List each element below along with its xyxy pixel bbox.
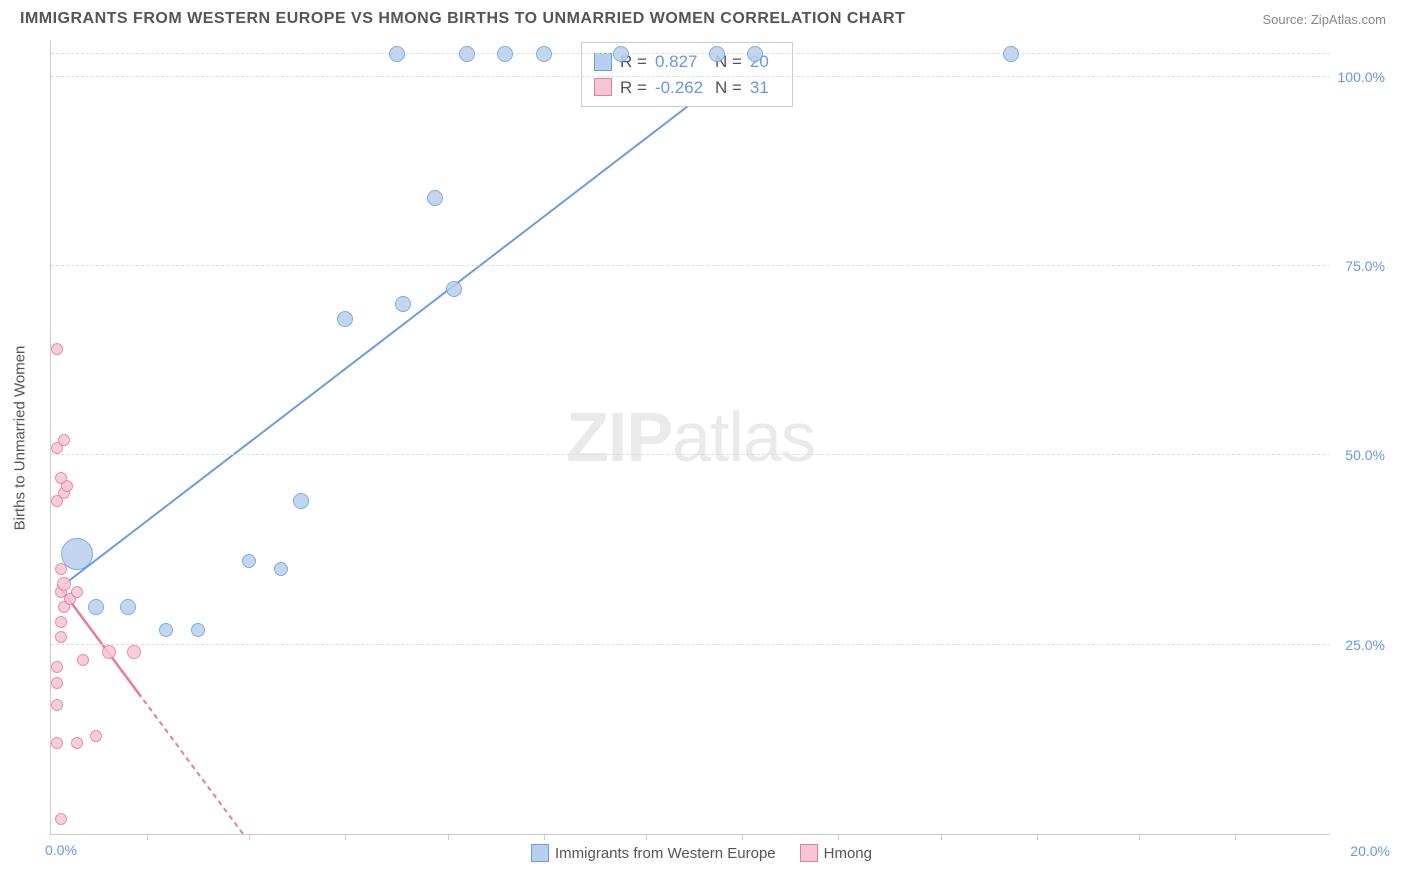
bottom-legend: Immigrants from Western Europe Hmong — [531, 844, 872, 862]
r-label-2: R = — [620, 75, 647, 101]
swatch-series-2 — [594, 78, 612, 96]
gridline-h — [51, 644, 1330, 645]
x-tick — [448, 834, 449, 840]
data-point — [127, 645, 141, 659]
data-point — [51, 737, 63, 749]
x-tick — [544, 834, 545, 840]
data-point — [1003, 46, 1019, 62]
x-tick — [646, 834, 647, 840]
y-tick-label: 50.0% — [1345, 447, 1385, 463]
data-point — [102, 645, 116, 659]
x-tick — [742, 834, 743, 840]
data-point — [293, 493, 309, 509]
x-end-label: 20.0% — [1350, 843, 1390, 859]
data-point — [55, 631, 67, 643]
n-label-2: N = — [715, 75, 742, 101]
y-tick-label: 75.0% — [1345, 258, 1385, 274]
data-point — [709, 46, 725, 62]
data-point — [51, 343, 63, 355]
plot-wrap: Births to Unmarried Women ZIPatlas R = 0… — [50, 40, 1390, 835]
x-tick — [1037, 834, 1038, 840]
data-point — [536, 46, 552, 62]
data-point — [191, 623, 205, 637]
data-point — [58, 434, 70, 446]
data-point — [51, 699, 63, 711]
data-point — [88, 599, 104, 615]
y-tick-label: 100.0% — [1338, 69, 1385, 85]
data-point — [389, 46, 405, 62]
data-point — [613, 46, 629, 62]
chart-title: IMMIGRANTS FROM WESTERN EUROPE VS HMONG … — [20, 10, 905, 28]
x-tick — [345, 834, 346, 840]
data-point — [51, 677, 63, 689]
data-point — [71, 586, 83, 598]
watermark: ZIPatlas — [566, 397, 815, 477]
watermark-light: atlas — [672, 398, 815, 476]
trend-lines — [51, 40, 1330, 834]
data-point — [337, 311, 353, 327]
data-point — [55, 616, 67, 628]
data-point — [446, 281, 462, 297]
x-tick — [147, 834, 148, 840]
data-point — [55, 563, 67, 575]
legend-swatch-1 — [531, 844, 549, 862]
data-point — [459, 46, 475, 62]
swatch-series-1 — [594, 53, 612, 71]
data-point — [57, 577, 71, 591]
data-point — [77, 654, 89, 666]
x-tick — [941, 834, 942, 840]
gridline-h — [51, 53, 1330, 54]
legend-swatch-2 — [800, 844, 818, 862]
data-point — [497, 46, 513, 62]
plot-area: ZIPatlas R = 0.827 N = 20 R = -0.262 N =… — [50, 40, 1330, 835]
watermark-bold: ZIP — [566, 398, 672, 476]
legend-label-1: Immigrants from Western Europe — [555, 845, 776, 862]
data-point — [395, 296, 411, 312]
stats-row-2: R = -0.262 N = 31 — [594, 75, 780, 101]
title-bar: IMMIGRANTS FROM WESTERN EUROPE VS HMONG … — [0, 0, 1406, 30]
data-point — [90, 730, 102, 742]
x-tick — [1139, 834, 1140, 840]
data-point — [55, 813, 67, 825]
x-tick — [838, 834, 839, 840]
legend-label-2: Hmong — [824, 845, 872, 862]
legend-item-1: Immigrants from Western Europe — [531, 844, 776, 862]
legend-item-2: Hmong — [800, 844, 872, 862]
gridline-h — [51, 76, 1330, 77]
data-point — [274, 562, 288, 576]
data-point — [159, 623, 173, 637]
x-origin-label: 0.0% — [45, 842, 77, 858]
data-point — [427, 190, 443, 206]
r-value-2: -0.262 — [655, 75, 707, 101]
y-axis-title: Births to Unmarried Women — [12, 345, 29, 530]
data-point — [120, 599, 136, 615]
data-point — [51, 661, 63, 673]
data-point — [55, 472, 67, 484]
y-tick-label: 25.0% — [1345, 637, 1385, 653]
x-tick — [1235, 834, 1236, 840]
x-tick — [249, 834, 250, 840]
data-point — [71, 737, 83, 749]
n-value-2: 31 — [750, 75, 780, 101]
source-attribution: Source: ZipAtlas.com — [1262, 12, 1386, 27]
gridline-h — [51, 265, 1330, 266]
data-point — [242, 554, 256, 568]
data-point — [747, 46, 763, 62]
gridline-h — [51, 454, 1330, 455]
